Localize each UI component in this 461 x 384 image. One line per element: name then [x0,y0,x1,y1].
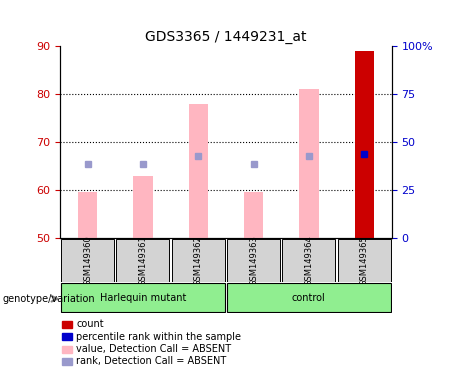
Bar [78,192,97,238]
Text: percentile rank within the sample: percentile rank within the sample [76,332,241,342]
Text: GSM149363: GSM149363 [249,235,258,286]
Text: GSM149361: GSM149361 [138,235,148,286]
FancyBboxPatch shape [171,238,225,282]
Text: value, Detection Call = ABSENT: value, Detection Call = ABSENT [76,344,231,354]
Text: GSM149362: GSM149362 [194,235,203,286]
Bar [133,175,153,238]
Bar [189,104,208,238]
FancyBboxPatch shape [282,238,336,282]
Title: GDS3365 / 1449231_at: GDS3365 / 1449231_at [145,30,307,44]
Text: GSM149360: GSM149360 [83,235,92,286]
FancyBboxPatch shape [61,238,114,282]
Bar [299,89,319,238]
Bar [244,192,263,238]
FancyBboxPatch shape [227,238,280,282]
FancyBboxPatch shape [61,283,225,312]
Text: genotype/variation: genotype/variation [2,294,95,304]
FancyBboxPatch shape [116,238,170,282]
FancyBboxPatch shape [337,238,391,282]
Text: GSM149364: GSM149364 [304,235,313,286]
Text: GSM149365: GSM149365 [360,235,369,286]
Bar [355,51,374,238]
FancyBboxPatch shape [227,283,391,312]
Text: rank, Detection Call = ABSENT: rank, Detection Call = ABSENT [76,356,226,366]
Text: control: control [292,293,326,303]
Text: Harlequin mutant: Harlequin mutant [100,293,186,303]
Text: count: count [76,319,104,329]
